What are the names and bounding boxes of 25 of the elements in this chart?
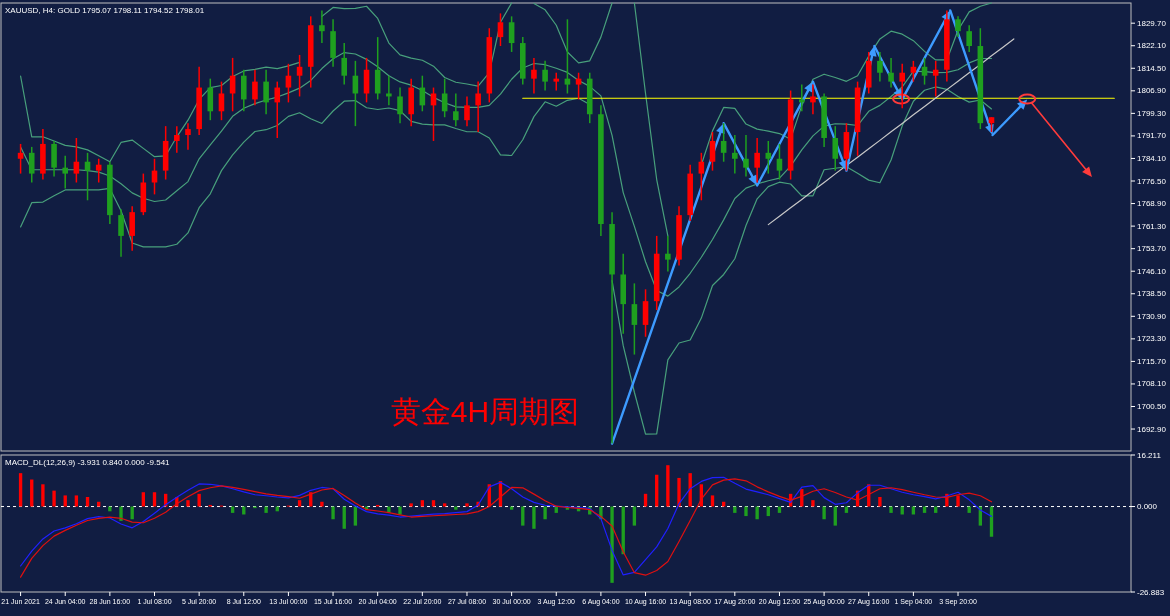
y-tick-label: 1708.10: [1137, 379, 1167, 389]
y-tick-label: 1829.70: [1137, 18, 1167, 28]
y-tick-label: 1715.70: [1137, 356, 1167, 366]
y-tick-label: 1791.70: [1137, 131, 1167, 141]
y-tick-label: 1692.90: [1137, 424, 1167, 434]
y-tick-label: 16.211: [1137, 450, 1162, 460]
y-tick-label: 0.000: [1137, 502, 1158, 512]
annotation: 黄金4H周期图: [390, 395, 580, 428]
y-tick-label: 1753.70: [1137, 244, 1167, 254]
y-tick-label: 1738.50: [1137, 289, 1167, 299]
y-tick-label: 1784.10: [1137, 153, 1167, 163]
y-tick-label: 1799.30: [1137, 108, 1167, 118]
y-tick-label: -26.883: [1137, 587, 1165, 597]
y-tick-label: 1768.90: [1137, 199, 1167, 209]
y-tick-label: 1746.10: [1137, 266, 1167, 276]
y-tick-label: 1761.30: [1137, 221, 1167, 231]
y-tick-label: 1730.90: [1137, 311, 1167, 321]
y-tick-label: 1776.50: [1137, 176, 1167, 186]
y-tick-label: 1700.50: [1137, 402, 1167, 411]
chart-title: MACD_DL(12,26,9) -3.931 0.840 0.000 -9.541: [5, 458, 171, 467]
y-tick-label: 1806.90: [1137, 86, 1167, 96]
y-tick-label: 1723.30: [1137, 334, 1167, 344]
y-tick-label: 1822.10: [1137, 41, 1167, 51]
chart-title: XAUUSD, H4: GOLD 1795.07 1798.11 1794.52 1798.01: [5, 6, 205, 15]
y-tick-label: 1814.50: [1137, 63, 1167, 73]
